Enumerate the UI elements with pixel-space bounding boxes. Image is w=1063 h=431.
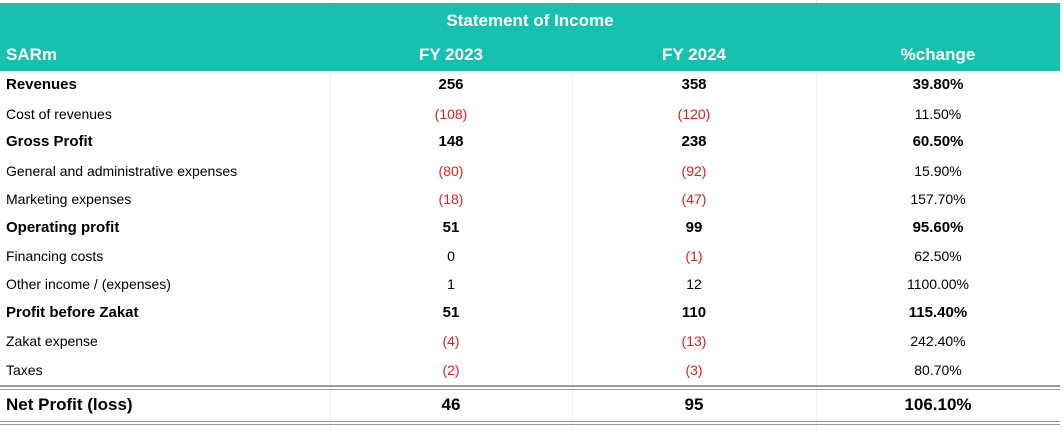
table-row-total: Net Profit (loss) 46 95 106.10% — [0, 390, 1060, 420]
table-header: Statement of Income SARm FY 2023 FY 2024… — [0, 3, 1060, 71]
grid-line — [816, 0, 817, 431]
cell-fy2024: (47) — [681, 191, 707, 207]
cell-fy2023: 0 — [447, 248, 455, 264]
column-header-change: %change — [900, 45, 976, 64]
cell-fy2023: 46 — [441, 395, 461, 414]
row-label: Net Profit (loss) — [6, 395, 133, 414]
bottom-border — [0, 421, 1060, 422]
cell-fy2024: (3) — [685, 362, 703, 378]
row-label: Cost of revenues — [6, 106, 112, 122]
cell-fy2024: 110 — [681, 304, 707, 321]
table-row: Financing costs 0 (1) 62.50% — [0, 242, 1060, 270]
row-label: Revenues — [6, 76, 77, 93]
cell-change: 39.80% — [912, 76, 964, 93]
grid-line — [572, 0, 573, 431]
row-label: Operating profit — [6, 219, 120, 236]
grid-line — [330, 0, 331, 431]
cell-change: 1100.00% — [906, 276, 969, 292]
cell-change: 11.50% — [914, 106, 962, 122]
row-label: Taxes — [6, 362, 43, 378]
cell-fy2024: (120) — [677, 106, 711, 122]
table-row: Zakat expense (4) (13) 242.40% — [0, 327, 1060, 355]
cell-change: 95.60% — [912, 219, 964, 236]
total-separator — [0, 389, 1060, 390]
table-row: Gross Profit 148 238 60.50% — [0, 128, 1060, 156]
cell-change: 62.50% — [914, 248, 962, 264]
row-label: Marketing expenses — [6, 191, 132, 207]
table-row: Revenues 256 358 39.80% — [0, 71, 1060, 99]
column-header-unit: SARm — [6, 45, 58, 64]
column-header-fy2023: FY 2023 — [419, 45, 483, 64]
table-row: Cost of revenues (108) (120) 11.50% — [0, 100, 1060, 128]
row-label: Gross Profit — [6, 133, 93, 150]
table-row: Profit before Zakat 51 110 115.40% — [0, 299, 1060, 327]
bottom-border — [0, 424, 1060, 425]
cell-change: 106.10% — [904, 395, 972, 414]
cell-fy2024: 99 — [685, 219, 703, 236]
cell-fy2024: 238 — [681, 133, 707, 150]
table-row: Operating profit 51 99 95.60% — [0, 214, 1060, 242]
cell-fy2023: 51 — [442, 304, 460, 321]
row-label: Zakat expense — [6, 333, 98, 349]
table-row: Other income / (expenses) 1 12 1100.00% — [0, 270, 1060, 298]
row-label: Other income / (expenses) — [6, 276, 171, 292]
cell-fy2024: 95 — [684, 395, 704, 414]
column-header-fy2024: FY 2024 — [662, 45, 726, 64]
cell-fy2023: (18) — [438, 191, 464, 207]
table-row: Marketing expenses (18) (47) 157.70% — [0, 185, 1060, 213]
cell-fy2023: 1 — [447, 276, 455, 292]
cell-change: 15.90% — [914, 163, 962, 179]
cell-fy2023: (4) — [442, 333, 460, 349]
cell-fy2024: 12 — [686, 276, 702, 292]
cell-change: 80.70% — [914, 362, 962, 378]
row-label: Profit before Zakat — [6, 304, 139, 321]
row-label: General and administrative expenses — [6, 163, 238, 179]
cell-fy2023: (80) — [438, 163, 464, 179]
table-title: Statement of Income — [446, 11, 614, 30]
cell-fy2024: (92) — [681, 163, 707, 179]
column-header-row: SARm FY 2023 FY 2024 %change — [0, 39, 1060, 71]
table-row: Taxes (2) (3) 80.70% — [0, 356, 1060, 384]
cell-fy2023: 148 — [438, 133, 464, 150]
cell-fy2023: (108) — [434, 106, 468, 122]
cell-fy2024: 358 — [681, 76, 707, 93]
total-separator — [0, 385, 1060, 387]
cell-fy2024: (1) — [685, 248, 703, 264]
cell-change: 242.40% — [910, 333, 966, 349]
cell-change: 157.70% — [910, 191, 966, 207]
table-row: General and administrative expenses (80) (… — [0, 157, 1060, 185]
cell-change: 60.50% — [912, 133, 964, 150]
row-label: Financing costs — [6, 248, 104, 264]
cell-fy2023: 51 — [442, 219, 460, 236]
cell-fy2023: 256 — [438, 76, 464, 93]
cell-fy2024: (13) — [681, 333, 707, 349]
cell-fy2023: (2) — [442, 362, 460, 378]
cell-change: 115.40% — [908, 304, 968, 321]
